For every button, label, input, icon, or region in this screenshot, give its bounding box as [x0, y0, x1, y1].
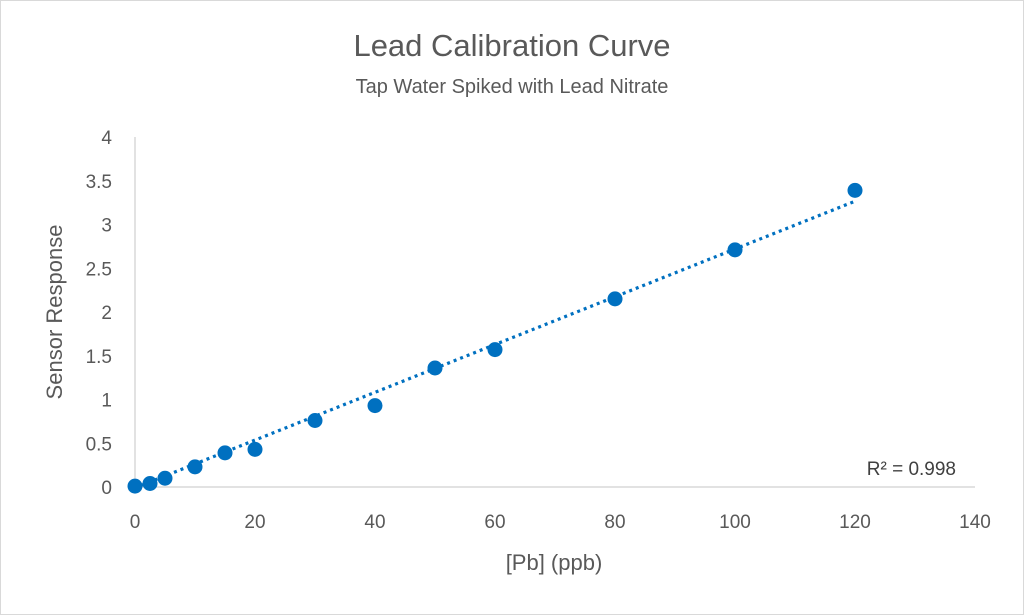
- data-point: [607, 291, 623, 307]
- x-tick-label: 20: [244, 512, 265, 533]
- chart-subtitle: Tap Water Spiked with Lead Nitrate: [355, 76, 669, 98]
- data-points: [127, 182, 863, 494]
- y-tick-label: 2: [101, 303, 112, 324]
- data-point: [367, 398, 383, 414]
- data-point: [187, 459, 203, 475]
- tick-labels: 0 20 40 60 80 100 120 140 0 0.5 1 1.5 2 2.5 3 3.5 4: [86, 128, 991, 533]
- y-tick-label: 3.5: [86, 172, 112, 193]
- y-tick-label: 0: [101, 478, 112, 499]
- y-tick-label: 4: [101, 128, 112, 149]
- data-point: [127, 478, 143, 494]
- axes: [134, 137, 975, 488]
- x-axis-title: [Pb] (ppb): [506, 550, 603, 575]
- data-point: [157, 470, 173, 486]
- x-tick-label: 80: [604, 512, 625, 533]
- y-axis-title: Sensor Response: [42, 225, 67, 400]
- y-tick-label: 1.5: [86, 347, 112, 368]
- x-tick-label: 0: [130, 512, 141, 533]
- data-point: [487, 342, 503, 358]
- y-tick-label: 1: [101, 391, 112, 412]
- data-point: [847, 182, 863, 198]
- x-tick-label: 40: [364, 512, 385, 533]
- data-point: [247, 441, 263, 457]
- x-tick-label: 100: [719, 512, 751, 533]
- y-tick-label: 3: [101, 216, 112, 237]
- y-tick-label: 2.5: [86, 259, 112, 280]
- data-point: [142, 476, 158, 491]
- data-point: [727, 242, 743, 258]
- chart-title: Lead Calibration Curve: [353, 28, 671, 63]
- r-squared-label: R² = 0.998: [867, 459, 956, 480]
- data-point: [307, 413, 323, 428]
- data-point: [427, 360, 443, 376]
- x-tick-label: 120: [839, 512, 871, 533]
- x-tick-label: 60: [484, 512, 505, 533]
- y-tick-label: 0.5: [86, 434, 112, 455]
- x-tick-label: 140: [959, 512, 991, 533]
- data-point: [217, 445, 233, 461]
